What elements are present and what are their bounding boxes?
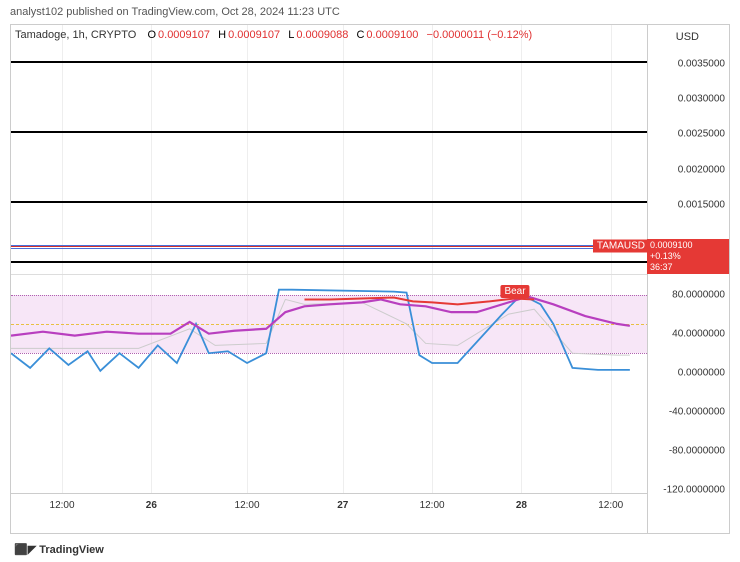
- bear-label: Bear: [500, 285, 529, 298]
- price-badge: 0.0009100+0.13%36:37: [647, 239, 729, 273]
- x-axis: 12:00 26 12:00 27 12:00 28 12:00: [11, 493, 649, 533]
- x-tick-label: 12:00: [235, 500, 260, 511]
- y-tick-label: 0.0000000: [678, 367, 725, 378]
- x-tick-label: 27: [337, 500, 348, 511]
- y-tick-label: -80.0000000: [669, 446, 725, 457]
- y-tick-label: 0.0035000: [678, 59, 725, 70]
- indicator-panel[interactable]: Bear: [11, 275, 649, 495]
- x-tick-label: 12:00: [598, 500, 623, 511]
- y-tick-label: 80.0000000: [672, 289, 725, 300]
- ohlc-chg: −0.0000011 (−0.12%): [427, 29, 533, 41]
- publish-header: analyst102 published on TradingView.com,…: [0, 0, 740, 24]
- y-axis: USD 0.0035000 0.0030000 0.0025000 0.0020000…: [647, 25, 729, 533]
- ohlc-l-label: L: [288, 29, 294, 41]
- x-tick-label: 28: [516, 500, 527, 511]
- ohlc-l-val: 0.0009088: [296, 29, 348, 41]
- ohlc-o-label: O: [147, 29, 156, 41]
- currency-label: USD: [676, 31, 699, 43]
- symbol-info-bar: Tamadoge, 1h, CRYPTO O0.0009107 H0.00091…: [15, 29, 534, 41]
- y-tick-label: -40.0000000: [669, 406, 725, 417]
- chart-container[interactable]: Tamadoge, 1h, CRYPTO O0.0009107 H0.00091…: [10, 24, 730, 534]
- ohlc-h-val: 0.0009107: [228, 29, 280, 41]
- x-tick-label: 12:00: [420, 500, 445, 511]
- y-tick-label: 0.0020000: [678, 164, 725, 175]
- ohlc-c-val: 0.0009100: [366, 29, 418, 41]
- ohlc-o-val: 0.0009107: [158, 29, 210, 41]
- x-tick-label: 12:00: [50, 500, 75, 511]
- y-tick-label: 0.0025000: [678, 129, 725, 140]
- ohlc-c-label: C: [356, 29, 364, 41]
- symbol-badge: TAMAUSD: [593, 240, 649, 253]
- ohlc-h-label: H: [218, 29, 226, 41]
- y-tick-label: -120.0000000: [663, 485, 725, 496]
- price-panel[interactable]: TAMAUSD: [11, 50, 649, 275]
- x-tick-label: 26: [146, 500, 157, 511]
- tradingview-logo: ⬛◤ TradingView: [14, 543, 104, 556]
- y-tick-label: 0.0015000: [678, 199, 725, 210]
- y-tick-label: 40.0000000: [672, 328, 725, 339]
- symbol-name: Tamadoge, 1h, CRYPTO: [15, 29, 136, 41]
- y-tick-label: 0.0030000: [678, 94, 725, 105]
